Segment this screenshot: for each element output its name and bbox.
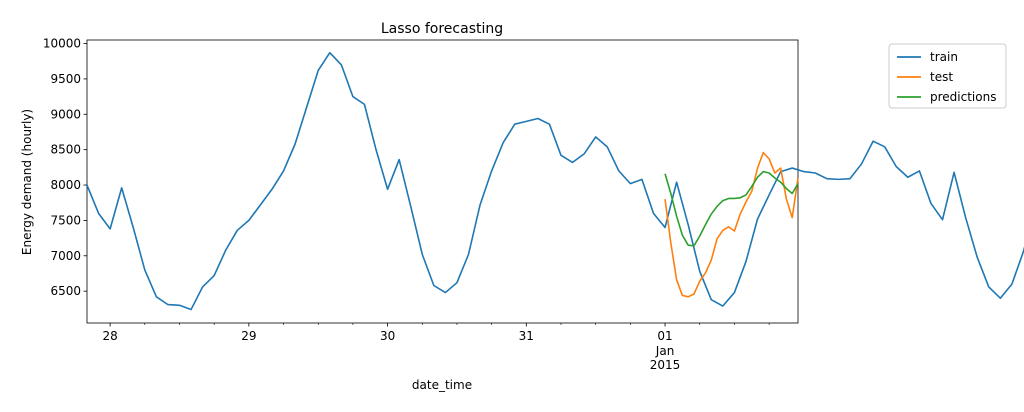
y-tick-label: 9500: [50, 72, 81, 86]
x-tick-label: 30: [380, 329, 395, 343]
y-axis: 6500 7000 7500 8000 8500 9000 9500 10000: [43, 37, 87, 298]
legend: train test predictions: [888, 43, 1007, 109]
y-tick-label: 8500: [50, 143, 81, 157]
legend-label-train: train: [930, 50, 958, 64]
legend-frame: [888, 43, 1007, 109]
y-tick-label: 8000: [50, 178, 81, 192]
x-tick-label: 29: [241, 329, 256, 343]
x-tick-label-year: 2015: [650, 358, 681, 372]
x-tick-label: 31: [519, 329, 534, 343]
x-tick-label-month: Jan: [655, 344, 675, 358]
series-line-predictions: [664, 170, 799, 247]
y-tick-label: 6500: [50, 284, 81, 298]
y-axis-label: Energy demand (hourly): [20, 109, 34, 255]
x-tick-label: 28: [102, 329, 117, 343]
y-tick-label: 7000: [50, 249, 81, 263]
legend-label-test: test: [930, 70, 953, 84]
chart-title: Lasso forecasting: [381, 21, 503, 37]
y-tick-label: 9000: [50, 107, 81, 121]
legend-label-predictions: predictions: [930, 90, 996, 104]
y-tick-label: 10000: [43, 37, 81, 51]
plot-area: [86, 39, 799, 324]
series-line-test: [664, 151, 799, 298]
y-tick-label: 7500: [50, 213, 81, 227]
x-axis-label: date_time: [412, 378, 472, 392]
series-line-train: [86, 51, 1024, 311]
x-tick-label: 01: [657, 329, 672, 343]
series-layer: [86, 51, 1024, 311]
axes-frame: [86, 39, 799, 324]
